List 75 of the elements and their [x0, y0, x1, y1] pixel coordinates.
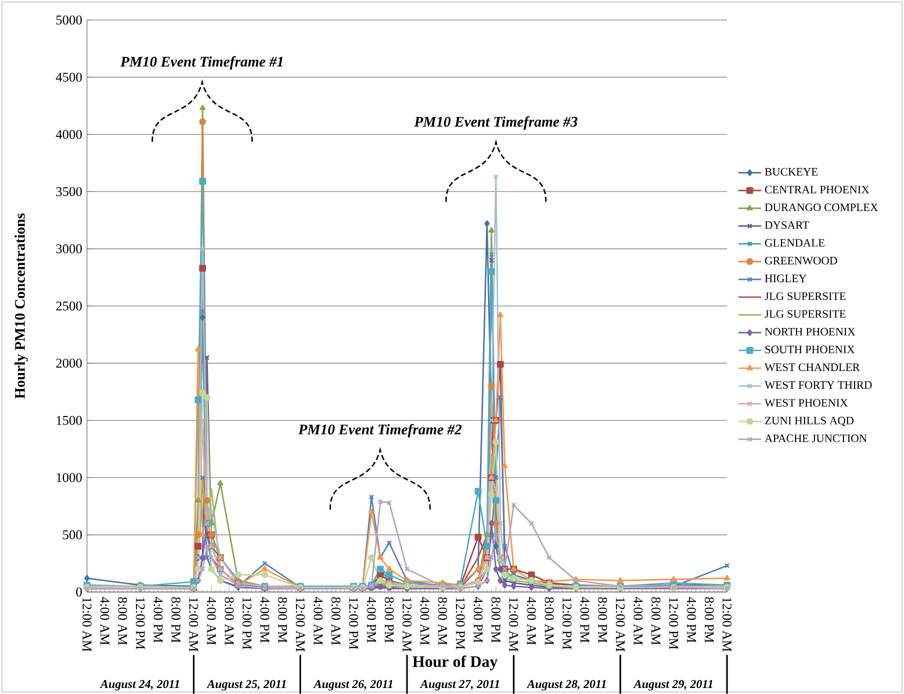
- x-tick-label: 4:00 AM: [634, 596, 643, 645]
- x-tick-label: 4:00 PM: [686, 596, 696, 643]
- legend-label: NORTH PHOENIX: [764, 328, 856, 336]
- x-tick-label: 4:00 PM: [366, 596, 376, 643]
- y-tick-label: 2500: [56, 302, 82, 310]
- x-tick-label: 4:00 AM: [420, 596, 430, 645]
- x-tick-label: 8:00 AM: [118, 597, 128, 645]
- legend-label: WEST PHOENIX: [764, 398, 848, 407]
- legend-label: SOUTH PHOENIX: [765, 346, 855, 354]
- annotation: PM10 Event Timeframe #1: [120, 56, 283, 70]
- legend-label: BUCKEYE: [764, 168, 818, 176]
- x-tick-label: 12:00 PM: [242, 598, 252, 650]
- annotation: PM10 Event Timeframe #3: [414, 116, 578, 130]
- x-tick-label: 4:00 AM: [526, 596, 536, 645]
- y-tick-label: 1500: [56, 416, 82, 425]
- x-tick-label: 12:00 PM: [349, 598, 358, 650]
- y-axis-title: Hourly PM10 Concentrations: [14, 213, 28, 399]
- legend-label: APACHE JUNCTION: [764, 434, 867, 442]
- text: August 27, 2011: [420, 680, 499, 690]
- y-tick-label: 0: [76, 588, 82, 596]
- x-tick-label: 4:00 PM: [154, 596, 163, 643]
- x-tick-label: 8:00 AM: [331, 597, 340, 645]
- legend-label: CENTRAL PHOENIX: [765, 186, 870, 194]
- text: August 24, 2011: [100, 680, 179, 690]
- text: August 28, 2011: [526, 680, 606, 690]
- text: August 26, 2011: [313, 680, 392, 690]
- x-tick-label: 12:00 AM: [189, 598, 198, 652]
- legend-label: JLG SUPERSITE: [764, 292, 846, 300]
- y-tick-label: 4500: [56, 72, 82, 82]
- legend-label: JLG SUPERSITE: [764, 310, 846, 318]
- legend-label: WEST FORTY THIRD: [764, 381, 872, 389]
- x-tick-label: 4:00 PM: [260, 596, 270, 643]
- y-tick-label: 3000: [56, 244, 82, 254]
- x-tick-label: 4:00 AM: [314, 596, 323, 645]
- text: August 25, 2011: [206, 680, 286, 690]
- x-tick-label: 12:00 AM: [509, 598, 518, 652]
- legend-label: ZUNI HILLS AQD: [765, 416, 854, 426]
- x-tick-label: 8:00 AM: [224, 597, 234, 645]
- x-tick-label: 12:00 AM: [722, 598, 732, 652]
- x-tick-label: 12:00 AM: [296, 598, 305, 652]
- x-tick-label: 8:00 PM: [384, 597, 394, 643]
- y-tick-label: 2000: [56, 358, 82, 368]
- y-tick-label: 3500: [56, 187, 82, 196]
- x-tick-label: 12:00 PM: [136, 598, 145, 650]
- x-tick-label: 4:00 PM: [580, 596, 590, 643]
- x-tick-label: 8:00 PM: [491, 597, 500, 643]
- x-tick-label: 8:00 PM: [704, 597, 714, 643]
- legend-label: GLENDALE: [765, 239, 824, 247]
- x-tick-label: 8:00 AM: [544, 597, 554, 645]
- legend-label: HIGLEY: [764, 274, 806, 282]
- x-tick-label: 8:00 PM: [278, 597, 288, 643]
- x-tick-label: 4:00 AM: [206, 596, 216, 645]
- x-axis-title: Hour of Day: [412, 656, 498, 670]
- x-tick-label: 8:00 AM: [651, 597, 660, 645]
- text: August 29, 2011: [633, 680, 712, 690]
- x-tick-label: 12:00 AM: [402, 598, 412, 652]
- x-tick-label: 12:00 AM: [616, 598, 625, 652]
- x-tick-label: 12:00 AM: [82, 598, 92, 652]
- legend-label: DYSART: [764, 221, 810, 229]
- x-tick-label: 8:00 PM: [171, 597, 180, 643]
- x-tick-label: 4:00 AM: [100, 596, 110, 645]
- y-tick-label: 5000: [56, 16, 82, 24]
- x-tick-label: 8:00 PM: [598, 597, 608, 643]
- x-tick-label: 4:00 PM: [474, 596, 483, 643]
- y-tick-label: 4000: [56, 130, 82, 139]
- y-tick-label: 500: [63, 530, 82, 540]
- legend-label: DURANGO COMPLEX: [764, 204, 878, 212]
- annotation: PM10 Event Timeframe #2: [298, 424, 462, 438]
- legend-label: GREENWOOD: [765, 256, 838, 264]
- x-tick-label: 12:00 PM: [456, 598, 465, 650]
- x-tick-label: 12:00 PM: [562, 598, 572, 650]
- x-tick-label: 8:00 AM: [438, 597, 448, 645]
- x-tick-label: 12:00 PM: [669, 598, 678, 650]
- legend-label: WEST CHANDLER: [764, 363, 860, 372]
- y-tick-label: 1000: [56, 473, 82, 482]
